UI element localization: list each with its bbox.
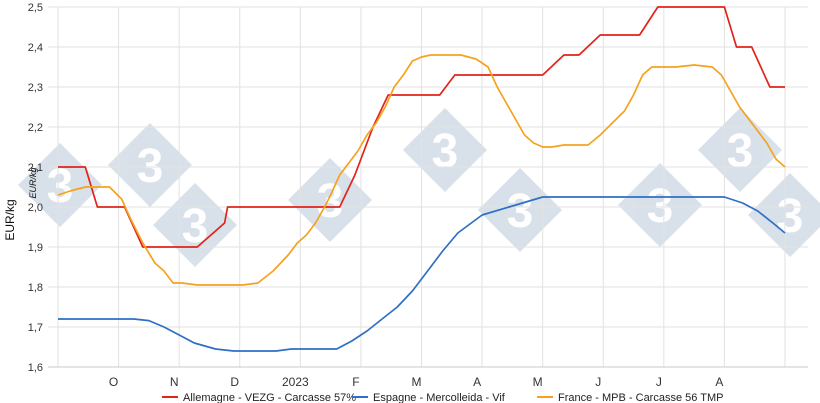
series-line-3 — [57, 54, 786, 286]
watermark-logo-icon: 3 — [18, 143, 102, 227]
y-tick-label: 1,8 — [28, 282, 43, 294]
watermark-logo-icon: 3 — [288, 158, 372, 242]
legend-item-2: Espagne - Mercolleida - Vif — [352, 392, 506, 403]
y-tick-label: 1,9 — [28, 242, 43, 254]
legend: Allemagne - VEZG - Carcasse 57% Espagne -… — [162, 392, 723, 403]
y-tick-label: 2,5 — [28, 2, 43, 14]
watermark-logo-icon: 3 — [698, 108, 782, 192]
legend-item-1: Allemagne - VEZG - Carcasse 57% — [162, 392, 356, 403]
y-tick-label: 2,1 — [28, 162, 43, 174]
series-line-1 — [58, 6, 785, 248]
watermark-digit: 3 — [432, 125, 459, 178]
watermark-logo-icon: 3 — [403, 108, 487, 192]
watermark-logo-icon: 3 — [153, 183, 237, 267]
y-tick-label: 2,2 — [28, 122, 43, 134]
x-tick-label: J — [656, 375, 662, 389]
x-tick-label: D — [230, 375, 239, 389]
x-tick-label: O — [109, 375, 118, 389]
y-tick-label: 1,7 — [28, 322, 43, 334]
watermark-digit: 3 — [507, 185, 534, 238]
y-axis-unit-label: EUR/kg — [28, 167, 38, 198]
watermark-digit: 3 — [47, 160, 74, 213]
watermark-layer: 333 333 333 — [18, 108, 820, 267]
x-tick-label: M — [412, 375, 422, 389]
x-tick-label: A — [715, 375, 723, 389]
series-line-2 — [58, 196, 786, 352]
x-tick-labels: O N D 2023 F M A M J J A — [109, 375, 724, 389]
watermark-logo-icon: 3 — [748, 173, 820, 257]
watermark-logo-icon: 3 — [618, 163, 702, 247]
watermark-digit: 3 — [777, 190, 804, 243]
legend-label: France - MPB - Carcasse 56 TMP — [558, 392, 723, 403]
y-axis-label: EUR/kg — [3, 199, 17, 240]
x-tick-label: N — [170, 375, 179, 389]
watermark-digit: 3 — [182, 200, 209, 253]
x-tick-label: J — [595, 375, 601, 389]
watermark-digit: 3 — [317, 175, 344, 228]
y-tick-labels: 1,6 1,7 1,8 1,9 2,0 2,1 2,2 2,3 2,4 2,5 — [28, 2, 43, 374]
legend-label: Espagne - Mercolleida - Vif — [373, 392, 506, 403]
y-tick-label: 2,4 — [28, 42, 43, 54]
watermark-logo-icon: 3 — [478, 168, 562, 252]
legend-item-3: France - MPB - Carcasse 56 TMP — [537, 392, 723, 403]
x-tick-label: 2023 — [282, 375, 309, 389]
x-tick-label: A — [473, 375, 481, 389]
series-layer — [57, 6, 786, 352]
grid-layer — [48, 6, 808, 368]
x-tick-label: F — [352, 375, 359, 389]
y-tick-label: 2,3 — [28, 82, 43, 94]
y-tick-label: 2,0 — [28, 202, 43, 214]
watermark-digit: 3 — [727, 125, 754, 178]
legend-label: Allemagne - VEZG - Carcasse 57% — [183, 392, 356, 403]
x-tick-label: M — [533, 375, 543, 389]
y-tick-label: 1,6 — [28, 362, 43, 374]
